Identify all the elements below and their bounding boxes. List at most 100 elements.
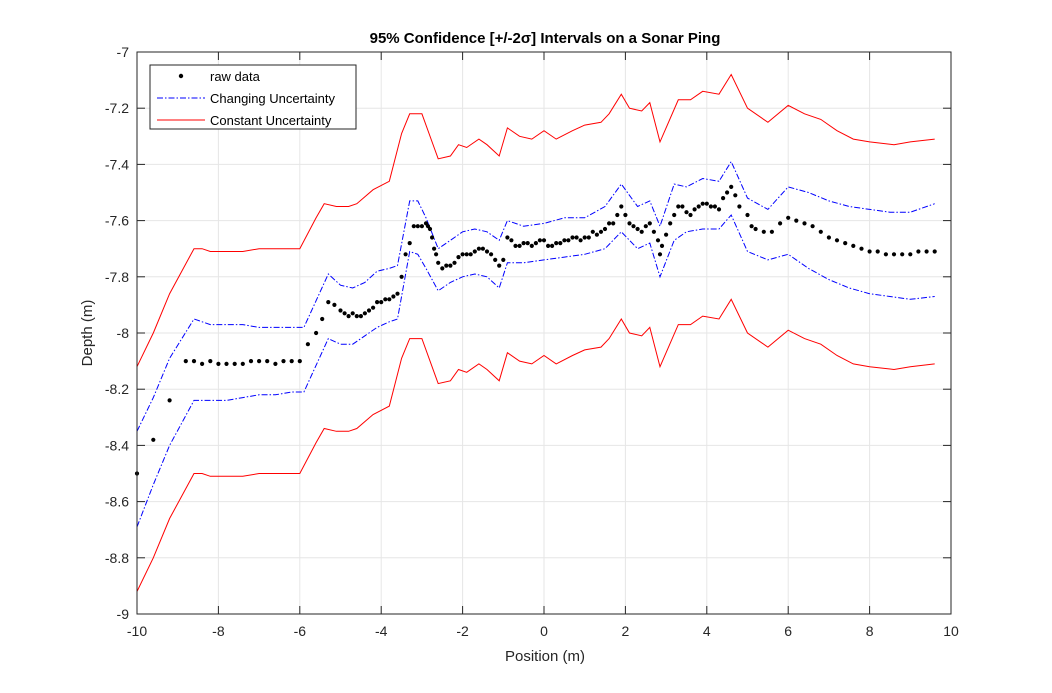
raw-data-point	[167, 398, 172, 403]
raw-data-point	[529, 243, 534, 248]
raw-data-point	[704, 201, 709, 206]
raw-data-point	[480, 246, 485, 251]
raw-data-point	[525, 241, 530, 246]
raw-data-point	[737, 204, 742, 209]
raw-data-point	[375, 300, 380, 305]
raw-data-point	[436, 260, 441, 265]
raw-data-point	[672, 212, 677, 218]
raw-data-point	[497, 263, 502, 268]
raw-data-point	[289, 359, 294, 364]
raw-data-point	[594, 232, 600, 237]
raw-data-point	[684, 210, 689, 215]
raw-data-point	[240, 361, 245, 366]
raw-data-point	[659, 243, 665, 248]
raw-data-point	[427, 226, 433, 232]
raw-data-point	[574, 235, 579, 240]
raw-data-point	[631, 224, 636, 229]
raw-data-point	[729, 184, 734, 189]
raw-data-point	[434, 252, 439, 257]
raw-data-point	[200, 361, 205, 366]
legend: raw data Changing Uncertainty Constant U…	[149, 64, 357, 130]
raw-data-point	[627, 221, 632, 226]
x-tick-label: 4	[703, 623, 711, 639]
raw-data-point	[533, 241, 539, 246]
raw-data-point	[342, 311, 347, 316]
raw-data-point	[407, 241, 412, 246]
raw-data-point	[676, 204, 681, 209]
raw-data-point	[578, 238, 583, 243]
raw-data-point	[521, 241, 526, 246]
changing-uncertainty-upper-line	[136, 160, 935, 432]
raw-data-point	[346, 314, 351, 319]
raw-data-point	[484, 249, 490, 254]
raw-data-point	[273, 361, 278, 366]
raw-data-point	[932, 249, 937, 254]
raw-data-point	[566, 238, 571, 243]
raw-data-point	[570, 235, 575, 240]
raw-data-point	[208, 359, 213, 364]
raw-data-point	[843, 241, 848, 246]
raw-data-point	[834, 238, 840, 243]
raw-data-point	[550, 243, 555, 248]
x-tick-label: 2	[622, 623, 630, 639]
x-axis-label: Position (m)	[505, 648, 585, 665]
raw-data-point	[537, 238, 543, 243]
raw-data-point	[712, 204, 718, 209]
raw-data-point	[668, 221, 673, 226]
raw-data-point	[802, 221, 807, 226]
raw-data-point	[611, 221, 616, 226]
raw-data-point	[358, 314, 363, 319]
raw-data-point	[753, 226, 758, 232]
raw-data-point	[366, 308, 372, 313]
x-tick-label: -2	[456, 623, 469, 639]
raw-data-point	[456, 255, 461, 260]
legend-constant-label: Constant Uncertainty	[210, 113, 332, 128]
raw-data-point	[505, 235, 510, 240]
raw-data-point	[598, 229, 604, 234]
raw-data-point	[655, 238, 661, 243]
raw-data-point	[257, 359, 262, 364]
raw-data-point	[440, 266, 445, 271]
raw-data-point	[415, 224, 420, 229]
raw-data-point	[464, 252, 469, 257]
raw-data-point	[387, 297, 392, 302]
raw-data-point	[320, 316, 325, 322]
raw-data-point	[908, 252, 913, 257]
raw-data-point	[818, 229, 823, 234]
changing-uncertainty-lower-line	[136, 214, 935, 528]
y-tick-label: -7	[117, 44, 130, 60]
raw-data-point	[582, 235, 587, 240]
raw-data-point	[867, 249, 872, 254]
legend-changing-label: Changing Uncertainty	[210, 91, 336, 106]
raw-data-point	[432, 246, 437, 251]
raw-data-point	[875, 249, 880, 254]
raw-data-point	[411, 224, 416, 229]
x-tick-label: 6	[784, 623, 792, 639]
raw-data-point	[651, 229, 657, 234]
x-tick-label: 0	[540, 623, 548, 639]
raw-data-point	[664, 232, 669, 237]
constant-uncertainty-upper-line	[136, 73, 935, 367]
raw-data-point	[725, 190, 730, 195]
raw-data-point	[590, 229, 595, 234]
raw-data-point	[216, 361, 221, 366]
raw-data-point	[700, 201, 705, 206]
y-tick-label: -8.4	[105, 437, 129, 453]
raw-data-point	[916, 249, 921, 254]
raw-data-point	[232, 361, 237, 366]
raw-data-point	[643, 224, 648, 229]
raw-data-point	[639, 229, 644, 234]
x-tick-label: -8	[212, 623, 225, 639]
constant-uncertainty-lower-line	[136, 298, 935, 592]
y-tick-label: -7.6	[105, 213, 129, 229]
raw-data-point	[615, 212, 620, 218]
raw-data-point	[859, 246, 864, 251]
raw-data-point	[826, 235, 832, 240]
raw-data-point	[391, 294, 396, 299]
raw-data-point	[562, 238, 567, 243]
raw-data-point	[354, 314, 359, 319]
raw-data-point	[619, 204, 624, 209]
y-tick-label: -8.8	[105, 550, 129, 566]
